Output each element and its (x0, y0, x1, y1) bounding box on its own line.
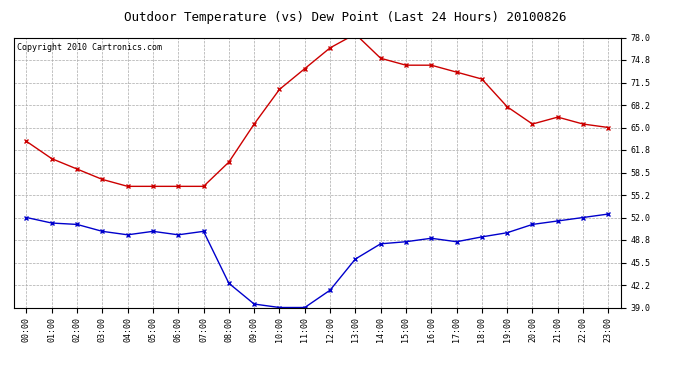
Text: Copyright 2010 Cartronics.com: Copyright 2010 Cartronics.com (17, 43, 162, 52)
Text: Outdoor Temperature (vs) Dew Point (Last 24 Hours) 20100826: Outdoor Temperature (vs) Dew Point (Last… (124, 11, 566, 24)
